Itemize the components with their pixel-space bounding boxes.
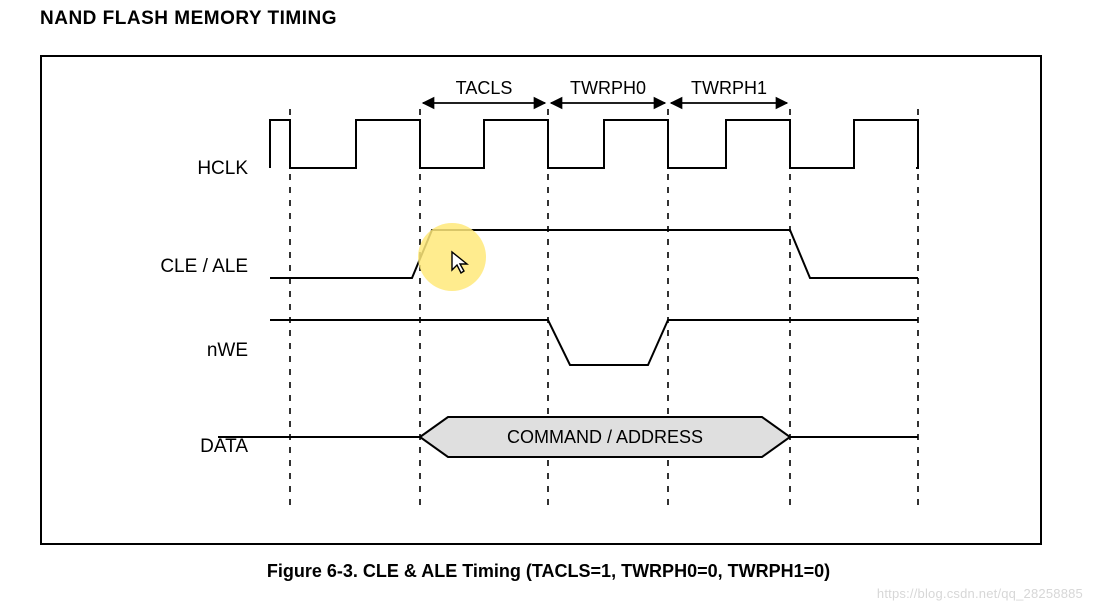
- timing-svg: COMMAND / ADDRESS: [0, 0, 1097, 607]
- svg-text:COMMAND / ADDRESS: COMMAND / ADDRESS: [507, 427, 703, 447]
- watermark-text: https://blog.csdn.net/qq_28258885: [877, 586, 1083, 601]
- figure-caption: Figure 6-3. CLE & ALE Timing (TACLS=1, T…: [0, 561, 1097, 582]
- page: NAND FLASH MEMORY TIMING HCLK CLE / ALE …: [0, 0, 1097, 607]
